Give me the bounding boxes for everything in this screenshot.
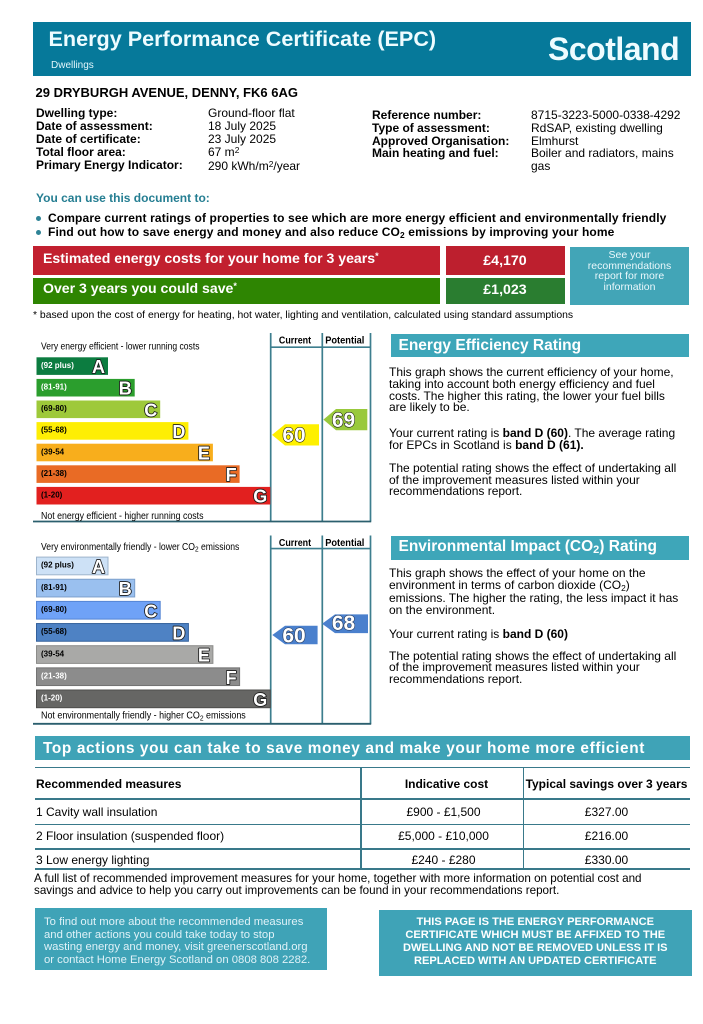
svg-text:(39-54: (39-54 [41, 447, 65, 456]
svg-text:E: E [198, 444, 210, 464]
svg-text:A: A [92, 557, 105, 577]
svg-text:Potential: Potential [325, 335, 364, 346]
svg-text:(92 plus): (92 plus) [41, 561, 74, 570]
svg-text:G: G [253, 487, 267, 507]
svg-text:69: 69 [332, 409, 355, 432]
svg-text:B: B [119, 379, 132, 399]
svg-text:Current: Current [279, 538, 312, 549]
svg-text:(39-54: (39-54 [41, 649, 65, 658]
svg-text:D: D [172, 422, 185, 442]
svg-text:(55-68): (55-68) [41, 426, 67, 435]
svg-text:D: D [172, 623, 185, 643]
svg-text:68: 68 [332, 612, 356, 635]
svg-text:(81-91): (81-91) [41, 383, 67, 392]
svg-text:Potential: Potential [325, 538, 364, 549]
svg-text:B: B [119, 579, 132, 599]
svg-text:(21-38): (21-38) [41, 672, 67, 681]
svg-text:Not environmentally friendly -: Not environmentally friendly - higher CO… [41, 710, 246, 722]
svg-text:Current: Current [279, 335, 312, 346]
svg-text:G: G [253, 690, 267, 710]
svg-text:60: 60 [282, 625, 305, 648]
svg-text:(69-80): (69-80) [41, 404, 67, 413]
svg-text:(1-20): (1-20) [41, 694, 63, 703]
svg-text:(55-68): (55-68) [41, 627, 67, 636]
svg-text:F: F [226, 668, 237, 688]
svg-text:(92 plus): (92 plus) [41, 361, 74, 370]
svg-text:C: C [144, 601, 157, 621]
svg-text:(69-80): (69-80) [41, 605, 67, 614]
svg-text:Very energy efficient - lower: Very energy efficient - lower running co… [41, 341, 200, 352]
svg-text:A: A [92, 357, 105, 377]
svg-text:Very environmentally friendly: Very environmentally friendly - lower CO… [41, 541, 240, 553]
svg-text:F: F [226, 465, 237, 485]
svg-text:C: C [144, 400, 157, 420]
svg-text:E: E [198, 646, 210, 666]
svg-text:60: 60 [282, 424, 305, 447]
svg-text:(21-38): (21-38) [41, 469, 67, 478]
svg-text:Not energy efficient - higher: Not energy efficient - higher running co… [41, 509, 204, 521]
svg-text:(1-20): (1-20) [41, 491, 63, 500]
svg-text:(81-91): (81-91) [41, 583, 67, 592]
